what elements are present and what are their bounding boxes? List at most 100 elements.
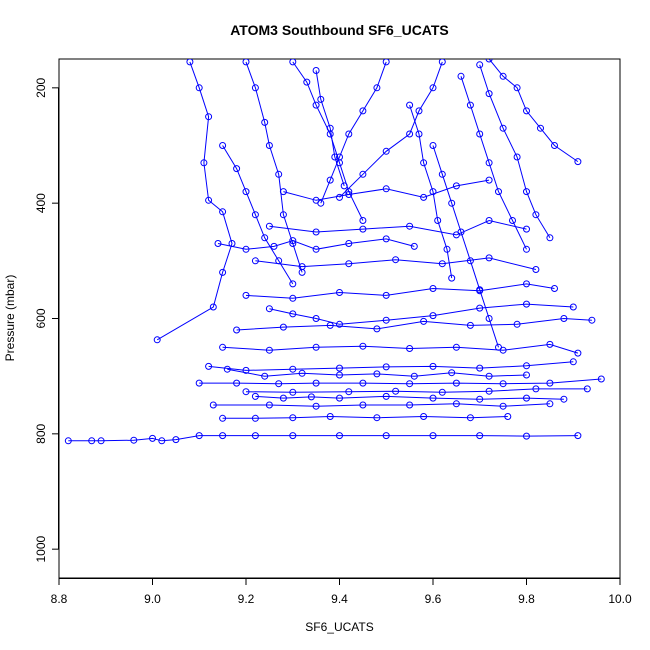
data-point (345, 388, 353, 396)
data-point (466, 257, 474, 265)
series-6 (209, 400, 554, 410)
data-point (429, 394, 437, 402)
data-point (476, 286, 484, 294)
series-layer (64, 59, 605, 445)
data-point (265, 346, 273, 354)
data-point (420, 159, 428, 167)
data-point (513, 320, 521, 328)
data-point (476, 364, 484, 372)
data-point (523, 245, 530, 253)
data-point (499, 380, 507, 388)
x-tick-label: 9.0 (144, 592, 161, 606)
series-27 (312, 67, 348, 190)
data-point (485, 90, 493, 98)
data-point (438, 170, 446, 178)
series-line (269, 303, 574, 325)
data-point (382, 59, 390, 66)
series-13 (279, 176, 493, 204)
series-1 (64, 432, 582, 445)
data-point (499, 124, 507, 132)
data-point (261, 234, 269, 242)
series-line (222, 145, 294, 285)
data-point (429, 362, 437, 370)
series-5 (219, 413, 512, 422)
data-point (485, 59, 493, 63)
data-point (200, 159, 208, 167)
data-point (251, 432, 259, 440)
data-point (336, 193, 343, 201)
data-point (438, 388, 446, 396)
data-point (495, 343, 502, 351)
data-point (242, 188, 250, 196)
series-line (460, 76, 527, 250)
series-line (68, 435, 578, 442)
data-point (312, 101, 320, 109)
data-point (560, 395, 568, 403)
series-line (315, 70, 345, 187)
data-point (219, 414, 227, 422)
data-point (420, 193, 428, 201)
data-point (265, 401, 273, 409)
data-point (359, 217, 367, 224)
series-line (236, 317, 592, 331)
data-point (406, 401, 414, 409)
data-point (499, 402, 507, 410)
series-line (292, 61, 364, 221)
series-23 (214, 235, 418, 253)
data-point (485, 387, 493, 395)
x-tick-label: 10.0 (608, 592, 632, 606)
data-point (209, 401, 217, 409)
series-line (208, 361, 574, 371)
series-12 (265, 217, 530, 239)
data-point (359, 342, 367, 350)
data-point (476, 61, 484, 69)
data-point (219, 432, 227, 440)
data-point (476, 130, 484, 138)
series-line (488, 59, 579, 163)
data-point (457, 228, 465, 236)
data-point (64, 437, 72, 445)
data-point (289, 432, 297, 440)
data-point (551, 142, 558, 149)
data-point (303, 78, 311, 86)
data-point (326, 124, 334, 132)
series-line (222, 415, 508, 419)
data-point (495, 188, 502, 196)
data-point (406, 222, 414, 230)
series-line (269, 219, 527, 236)
data-point (219, 268, 227, 276)
data-point (275, 380, 283, 388)
data-point (251, 211, 259, 219)
data-point (275, 170, 283, 178)
data-point (415, 107, 423, 115)
data-point (429, 188, 437, 196)
data-point (130, 436, 138, 444)
x-tick-label: 9.4 (331, 592, 348, 606)
series-24 (429, 142, 502, 351)
data-point (312, 245, 320, 253)
data-point (373, 84, 381, 92)
x-axis: 8.8 9.0 9.2 9.4 9.6 9.8 10.0 (51, 578, 632, 606)
data-point (406, 130, 414, 138)
data-point (485, 372, 493, 380)
data-point (452, 379, 460, 387)
data-point (219, 343, 227, 351)
series-line (156, 61, 233, 341)
series-9 (233, 315, 596, 334)
data-point (429, 432, 437, 440)
series-3 (195, 375, 605, 388)
y-tick-label: 200 (34, 78, 48, 98)
data-point (158, 437, 166, 445)
data-point (485, 254, 493, 262)
data-point (583, 385, 591, 393)
data-point (523, 280, 530, 288)
series-16 (317, 59, 390, 207)
data-point (560, 315, 568, 322)
data-point (574, 349, 582, 357)
data-point (406, 345, 414, 352)
data-point (261, 118, 269, 126)
data-point (345, 240, 353, 247)
data-point (289, 237, 297, 245)
data-point (359, 401, 367, 409)
data-point (312, 343, 320, 351)
